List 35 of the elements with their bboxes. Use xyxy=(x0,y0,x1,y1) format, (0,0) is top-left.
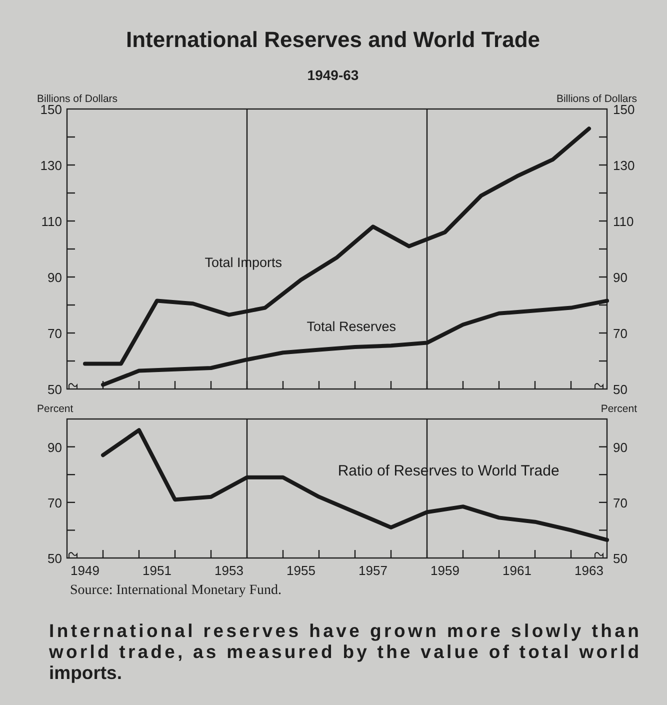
x-tick-label: 1949 xyxy=(70,563,100,578)
x-tick-label: 1951 xyxy=(142,563,172,578)
y-axis-title: Billions of Dollars xyxy=(37,93,118,105)
y-tick-label: 90 xyxy=(48,440,62,455)
y-tick-label: 130 xyxy=(40,158,62,173)
y-tick-label: 150 xyxy=(40,102,62,117)
x-tick-label: 1953 xyxy=(214,563,244,578)
y-tick-label: 110 xyxy=(41,214,62,229)
x-tick-label: 1957 xyxy=(358,563,388,578)
y2-tick-label: 50 xyxy=(613,382,628,397)
y-tick-label: 70 xyxy=(48,326,62,341)
y2-tick-label: 70 xyxy=(613,326,628,341)
y-tick-label: 50 xyxy=(48,551,62,566)
y2-axis-title: Percent xyxy=(600,403,638,415)
chart-title: International Reserves and World Trade xyxy=(126,27,540,52)
series-label: Total Reserves xyxy=(306,319,396,334)
y-tick-label: 90 xyxy=(48,270,62,285)
y2-tick-label: 90 xyxy=(613,440,628,455)
y2-tick-label: 90 xyxy=(613,270,628,285)
y-tick-label: 70 xyxy=(48,495,62,510)
y2-tick-label: 50 xyxy=(613,551,628,566)
y2-tick-label: 110 xyxy=(613,214,634,229)
chart-subtitle: 1949-63 xyxy=(307,67,359,83)
y2-tick-label: 150 xyxy=(613,102,635,117)
y-tick-label: 50 xyxy=(48,382,62,397)
y-axis-title: Percent xyxy=(37,403,74,415)
y2-axis-title: Billions of Dollars xyxy=(556,93,637,105)
x-tick-label: 1961 xyxy=(502,563,532,578)
y2-tick-label: 130 xyxy=(613,158,635,173)
x-tick-label: 1955 xyxy=(286,563,316,578)
text: International reserves have grown more slowly than world trade, as measured by the value of total world imports. xyxy=(48,620,639,683)
x-tick-label: 1959 xyxy=(430,563,460,578)
x-tick-label: 1963 xyxy=(574,563,604,578)
y2-tick-label: 70 xyxy=(613,495,628,510)
source-note: Source: International Monetary Fund. xyxy=(70,583,282,598)
